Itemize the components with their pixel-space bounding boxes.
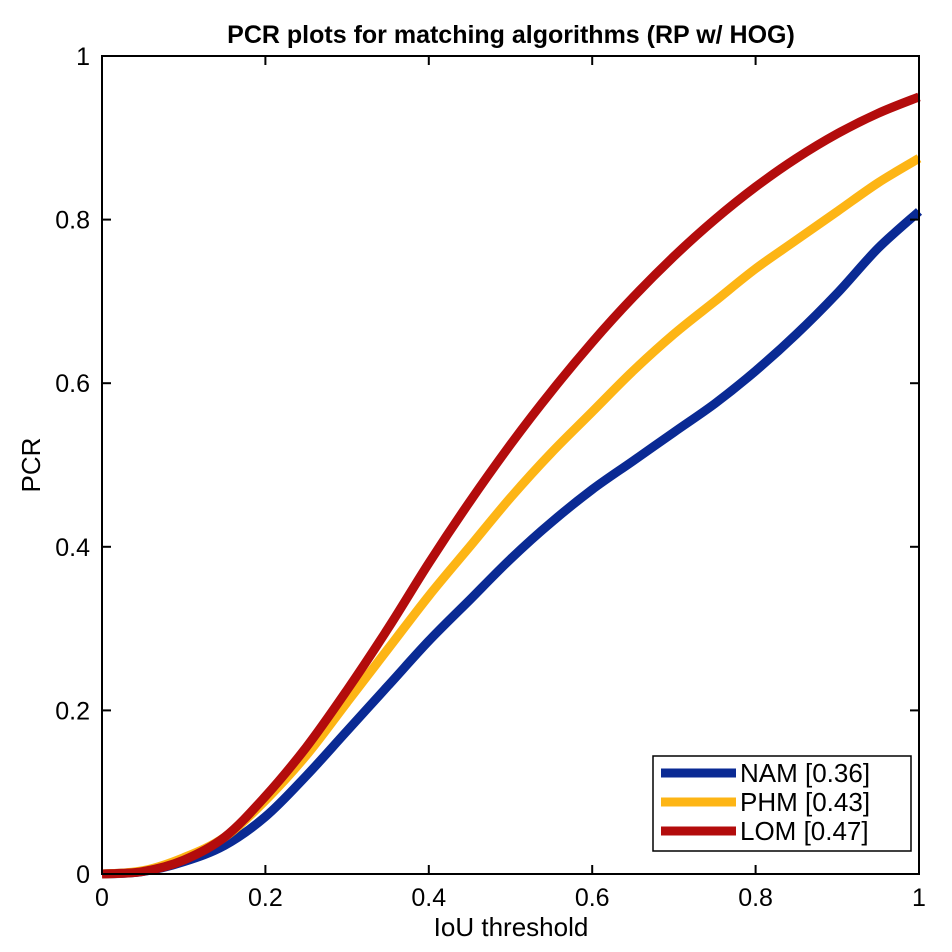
x-tick-label: 0: [95, 884, 109, 912]
x-tick-label: 1: [912, 884, 926, 912]
ticks-layer: 0 0.2 0.4 0.6 0.8 1 0 0.2 0.4 0.6 0.8 1: [55, 43, 926, 912]
y-tick-label: 0.8: [55, 207, 90, 235]
y-tick-label: 0.6: [55, 370, 90, 398]
series-line-1: [101, 208, 923, 879]
y-tick-label: 0.2: [55, 697, 90, 725]
y-tick-label: 0.4: [55, 534, 90, 562]
x-axis-label: IoU threshold: [434, 912, 589, 942]
y-tick-label: 1: [76, 43, 90, 71]
y-tick-label: 0: [76, 861, 90, 889]
y-axis-label: PCR: [16, 438, 46, 493]
legend: NAM [0.36]PHM [0.43]LOM [0.47]: [652, 755, 912, 852]
legend-label: LOM [0.47]: [740, 816, 869, 846]
legend-entries: NAM [0.36]PHM [0.43]LOM [0.47]: [661, 758, 870, 846]
x-tick-label: 0.2: [248, 884, 283, 912]
x-tick-label: 0.8: [738, 884, 773, 912]
legend-label: PHM [0.43]: [740, 787, 870, 817]
series-line-3: [101, 92, 921, 879]
x-tick-label: 0.4: [411, 884, 446, 912]
axes-box: [101, 55, 920, 875]
x-tick-label: 0.6: [575, 884, 610, 912]
series-layer: [101, 92, 923, 879]
legend-label: NAM [0.36]: [740, 758, 870, 788]
chart-title: PCR plots for matching algorithms (RP w/…: [227, 21, 795, 49]
